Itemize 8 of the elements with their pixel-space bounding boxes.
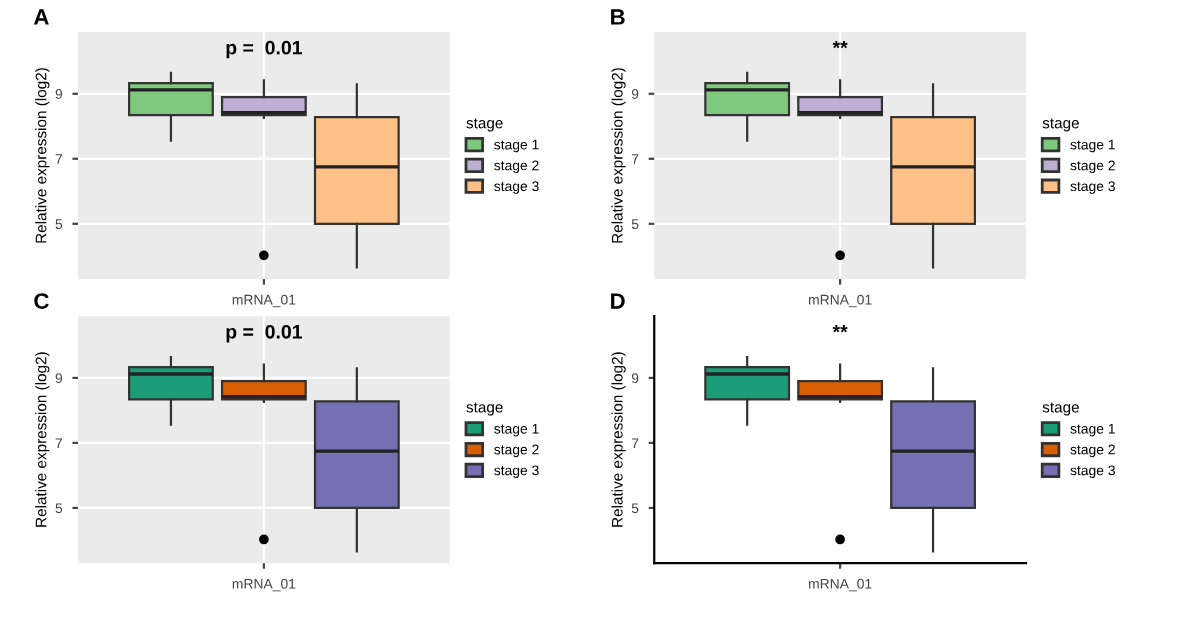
- chart-title: D: [611, 293, 625, 309]
- annotation: p = 0.01: [226, 324, 302, 343]
- chart-title: A: [33, 9, 49, 25]
- annotation: p = 0.01: [226, 40, 302, 59]
- annotation: **: [832, 325, 848, 333]
- annotation: **: [832, 40, 848, 49]
- chart-title: B: [611, 9, 625, 25]
- chart-title: C: [34, 293, 49, 309]
